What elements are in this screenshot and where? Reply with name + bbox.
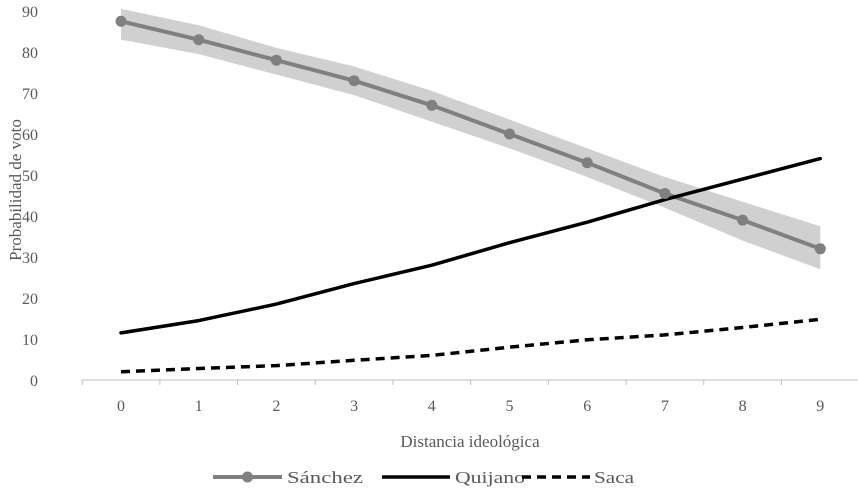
- x-tick-label: 6: [583, 398, 591, 415]
- data-point-sanchez: [426, 99, 438, 111]
- y-tick-label: 0: [30, 373, 38, 390]
- y-tick-label: 30: [22, 250, 38, 267]
- x-tick-label: 4: [428, 398, 436, 415]
- x-tick-label: 0: [117, 398, 125, 415]
- legend-marker-sanchez: [242, 471, 253, 483]
- axes: 0 10 20 30 40 50 60 70 80 90 0 1 2 3 4 5 6 7 8 9: [22, 4, 858, 415]
- data-point-sanchez: [348, 75, 360, 87]
- data-point-sanchez: [737, 214, 749, 226]
- x-tick-label: 1: [195, 398, 203, 415]
- data-point-sanchez: [115, 15, 127, 27]
- series-layer: [119, 19, 823, 374]
- x-tick-label: 9: [816, 398, 824, 415]
- y-tick-label: 50: [22, 168, 38, 185]
- x-tick-label: 3: [350, 398, 358, 415]
- y-tick-label: 20: [22, 291, 38, 308]
- x-tick-label: 5: [506, 398, 514, 415]
- x-tick-label: 8: [739, 398, 747, 415]
- series-line-saca: [120, 317, 821, 374]
- marker-layer: [115, 15, 826, 255]
- y-tick-label: 70: [22, 86, 38, 103]
- y-tick-label: 10: [22, 332, 38, 349]
- x-axis-label: Distancia ideológica: [400, 432, 540, 451]
- data-point-sanchez: [581, 157, 593, 169]
- confidence-band-layer: [121, 8, 821, 270]
- confidence-band: [121, 8, 821, 270]
- y-tick-label: 80: [22, 45, 38, 62]
- data-point-sanchez: [814, 243, 826, 255]
- x-tick-label: 7: [661, 398, 669, 415]
- series-line-quijano: [119, 156, 823, 335]
- y-tick-label: 90: [22, 4, 38, 21]
- x-tick-label: 2: [272, 398, 280, 415]
- data-point-sanchez: [659, 187, 671, 199]
- legend: Sánchez Quijano Saca: [213, 468, 635, 487]
- legend-label-quijano: Quijano: [455, 468, 525, 487]
- data-point-sanchez: [504, 128, 515, 140]
- y-tick-label: 40: [22, 209, 38, 226]
- y-tick-label: 60: [22, 127, 38, 144]
- legend-label-sanchez: Sánchez: [287, 468, 364, 487]
- series-line-sanchez: [119, 19, 823, 251]
- data-point-sanchez: [193, 34, 205, 46]
- legend-label-saca: Saca: [594, 468, 635, 487]
- data-point-sanchez: [270, 54, 282, 66]
- y-axis-label: Probabilidad de voto: [6, 119, 25, 261]
